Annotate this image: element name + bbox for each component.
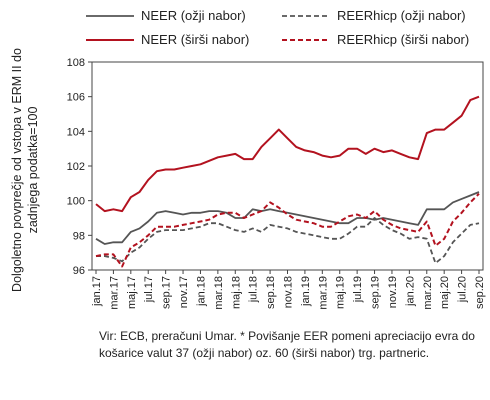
x-tick-label: nov.18 [283, 276, 295, 308]
plot-frame [91, 61, 484, 271]
y-tick-label: 98 [73, 230, 85, 242]
y-tick-label: 96 [73, 265, 85, 277]
y-axis-label-line: zadnjega podatka=100 [26, 107, 40, 234]
x-tick-label: mar.17 [108, 276, 120, 310]
y-tick-label: 102 [67, 161, 85, 173]
legend-label: REERhicp (ožji nabor) [337, 8, 466, 23]
x-tick-label: mar.20 [422, 276, 434, 310]
y-axis-label-line: Dolgoletno povprečje od vstopa v ERM II … [10, 48, 24, 292]
series-lines [95, 95, 480, 268]
line-chart: NEER (ožji nabor) REERhicp (ožji nabor) NE… [10, 8, 486, 310]
x-axis-ticks: jan.17 mar.17 maj.17 jul.17 sep.17 nov.17 jan.… [91, 270, 486, 310]
y-tick-label: 108 [67, 57, 85, 69]
x-tick-label: mar.18 [213, 276, 225, 310]
x-tick-label: nov.17 [178, 276, 190, 308]
x-tick-label: jul.19 [352, 276, 364, 303]
y-axis-label-group: Dolgoletno povprečje od vstopa v ERM II … [10, 48, 40, 292]
x-tick-label: jul.18 [248, 276, 260, 303]
x-tick-label: jan.20 [404, 276, 416, 307]
series-line-neer-ir-i-nabor [95, 95, 480, 213]
x-tick-label: maj.20 [439, 276, 451, 309]
y-tick-label: 104 [67, 126, 85, 138]
x-tick-label: sep.20 [474, 276, 486, 309]
x-tick-label: jan.17 [91, 276, 103, 307]
source-note: Vir: ECB, preračuni Umar. * Povišanje EE… [99, 329, 475, 360]
x-tick-label: nov.19 [387, 276, 399, 308]
x-tick-label: jan.18 [195, 276, 207, 307]
series-line-reerhicp-ir-i-nabor [95, 192, 480, 268]
y-axis-ticks: 96 98 100 102 104 106 108 [67, 57, 92, 277]
x-tick-label: maj.18 [230, 276, 242, 309]
legend-label: REERhicp (širši nabor) [337, 32, 469, 47]
series-line-reerhicp-o-ji-nabor [96, 217, 480, 265]
x-tick-label: mar.19 [317, 276, 329, 310]
legend-label: NEER (širši nabor) [141, 32, 249, 47]
series-line-neer-o-ji-nabor [95, 191, 480, 245]
y-tick-label: 100 [67, 196, 85, 208]
x-tick-label: maj.19 [335, 276, 347, 309]
x-tick-label: jul.20 [457, 276, 469, 303]
chart-legend: NEER (ožji nabor) REERhicp (ožji nabor) NE… [86, 8, 469, 47]
x-tick-label: jul.17 [143, 276, 155, 303]
x-tick-label: sep.17 [161, 276, 173, 309]
y-tick-label: 106 [67, 92, 85, 104]
x-tick-label: sep.18 [265, 276, 277, 309]
x-tick-label: maj.17 [126, 276, 138, 309]
x-tick-label: jan.19 [300, 276, 312, 307]
x-tick-label: sep.19 [370, 276, 382, 309]
legend-label: NEER (ožji nabor) [141, 8, 246, 23]
